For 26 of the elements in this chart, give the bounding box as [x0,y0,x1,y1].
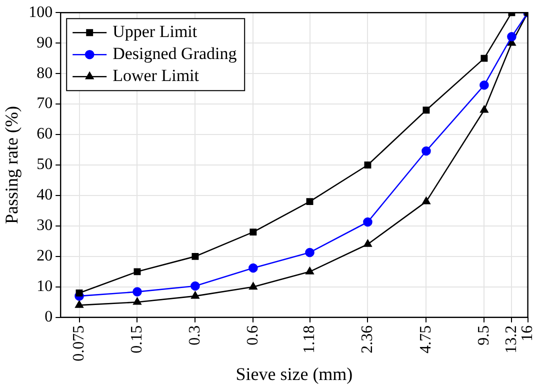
y-tick-label: 20 [36,248,53,265]
y-tick-label: 60 [36,126,53,143]
legend-label: Upper Limit [112,22,198,42]
x-tick-label: 0.075 [70,325,88,362]
x-tick-label: 1.18 [300,325,318,354]
y-tick-label: 80 [36,64,53,82]
y-tick-label: 40 [36,186,53,204]
x-tick-label: 9.5 [475,325,492,346]
y-tick-label: 0 [44,308,53,326]
y-tick-label: 70 [36,95,53,112]
x-tick-label: 4.75 [417,325,434,354]
x-tick-label: 2.36 [358,325,376,354]
x-tick-label: 0.15 [128,325,146,354]
legend-label: Designed Grading [112,44,238,64]
legend-label: Lower Limit [112,66,200,86]
y-tick-label: 90 [36,34,53,52]
x-tick-label: 13.2 [502,325,520,354]
y-tick-label: 50 [36,156,53,174]
y-tick-label: 30 [36,217,53,234]
x-axis-title: Sieve size (mm) [236,364,353,384]
x-tick-label: 0.3 [186,325,204,346]
y-tick-label: 10 [36,278,53,296]
y-tick-label: 100 [28,4,53,21]
x-tick-label: 0.6 [244,325,262,346]
x-tick-label: 16 [519,325,536,342]
y-axis-title: Passing rate (%) [2,106,22,224]
